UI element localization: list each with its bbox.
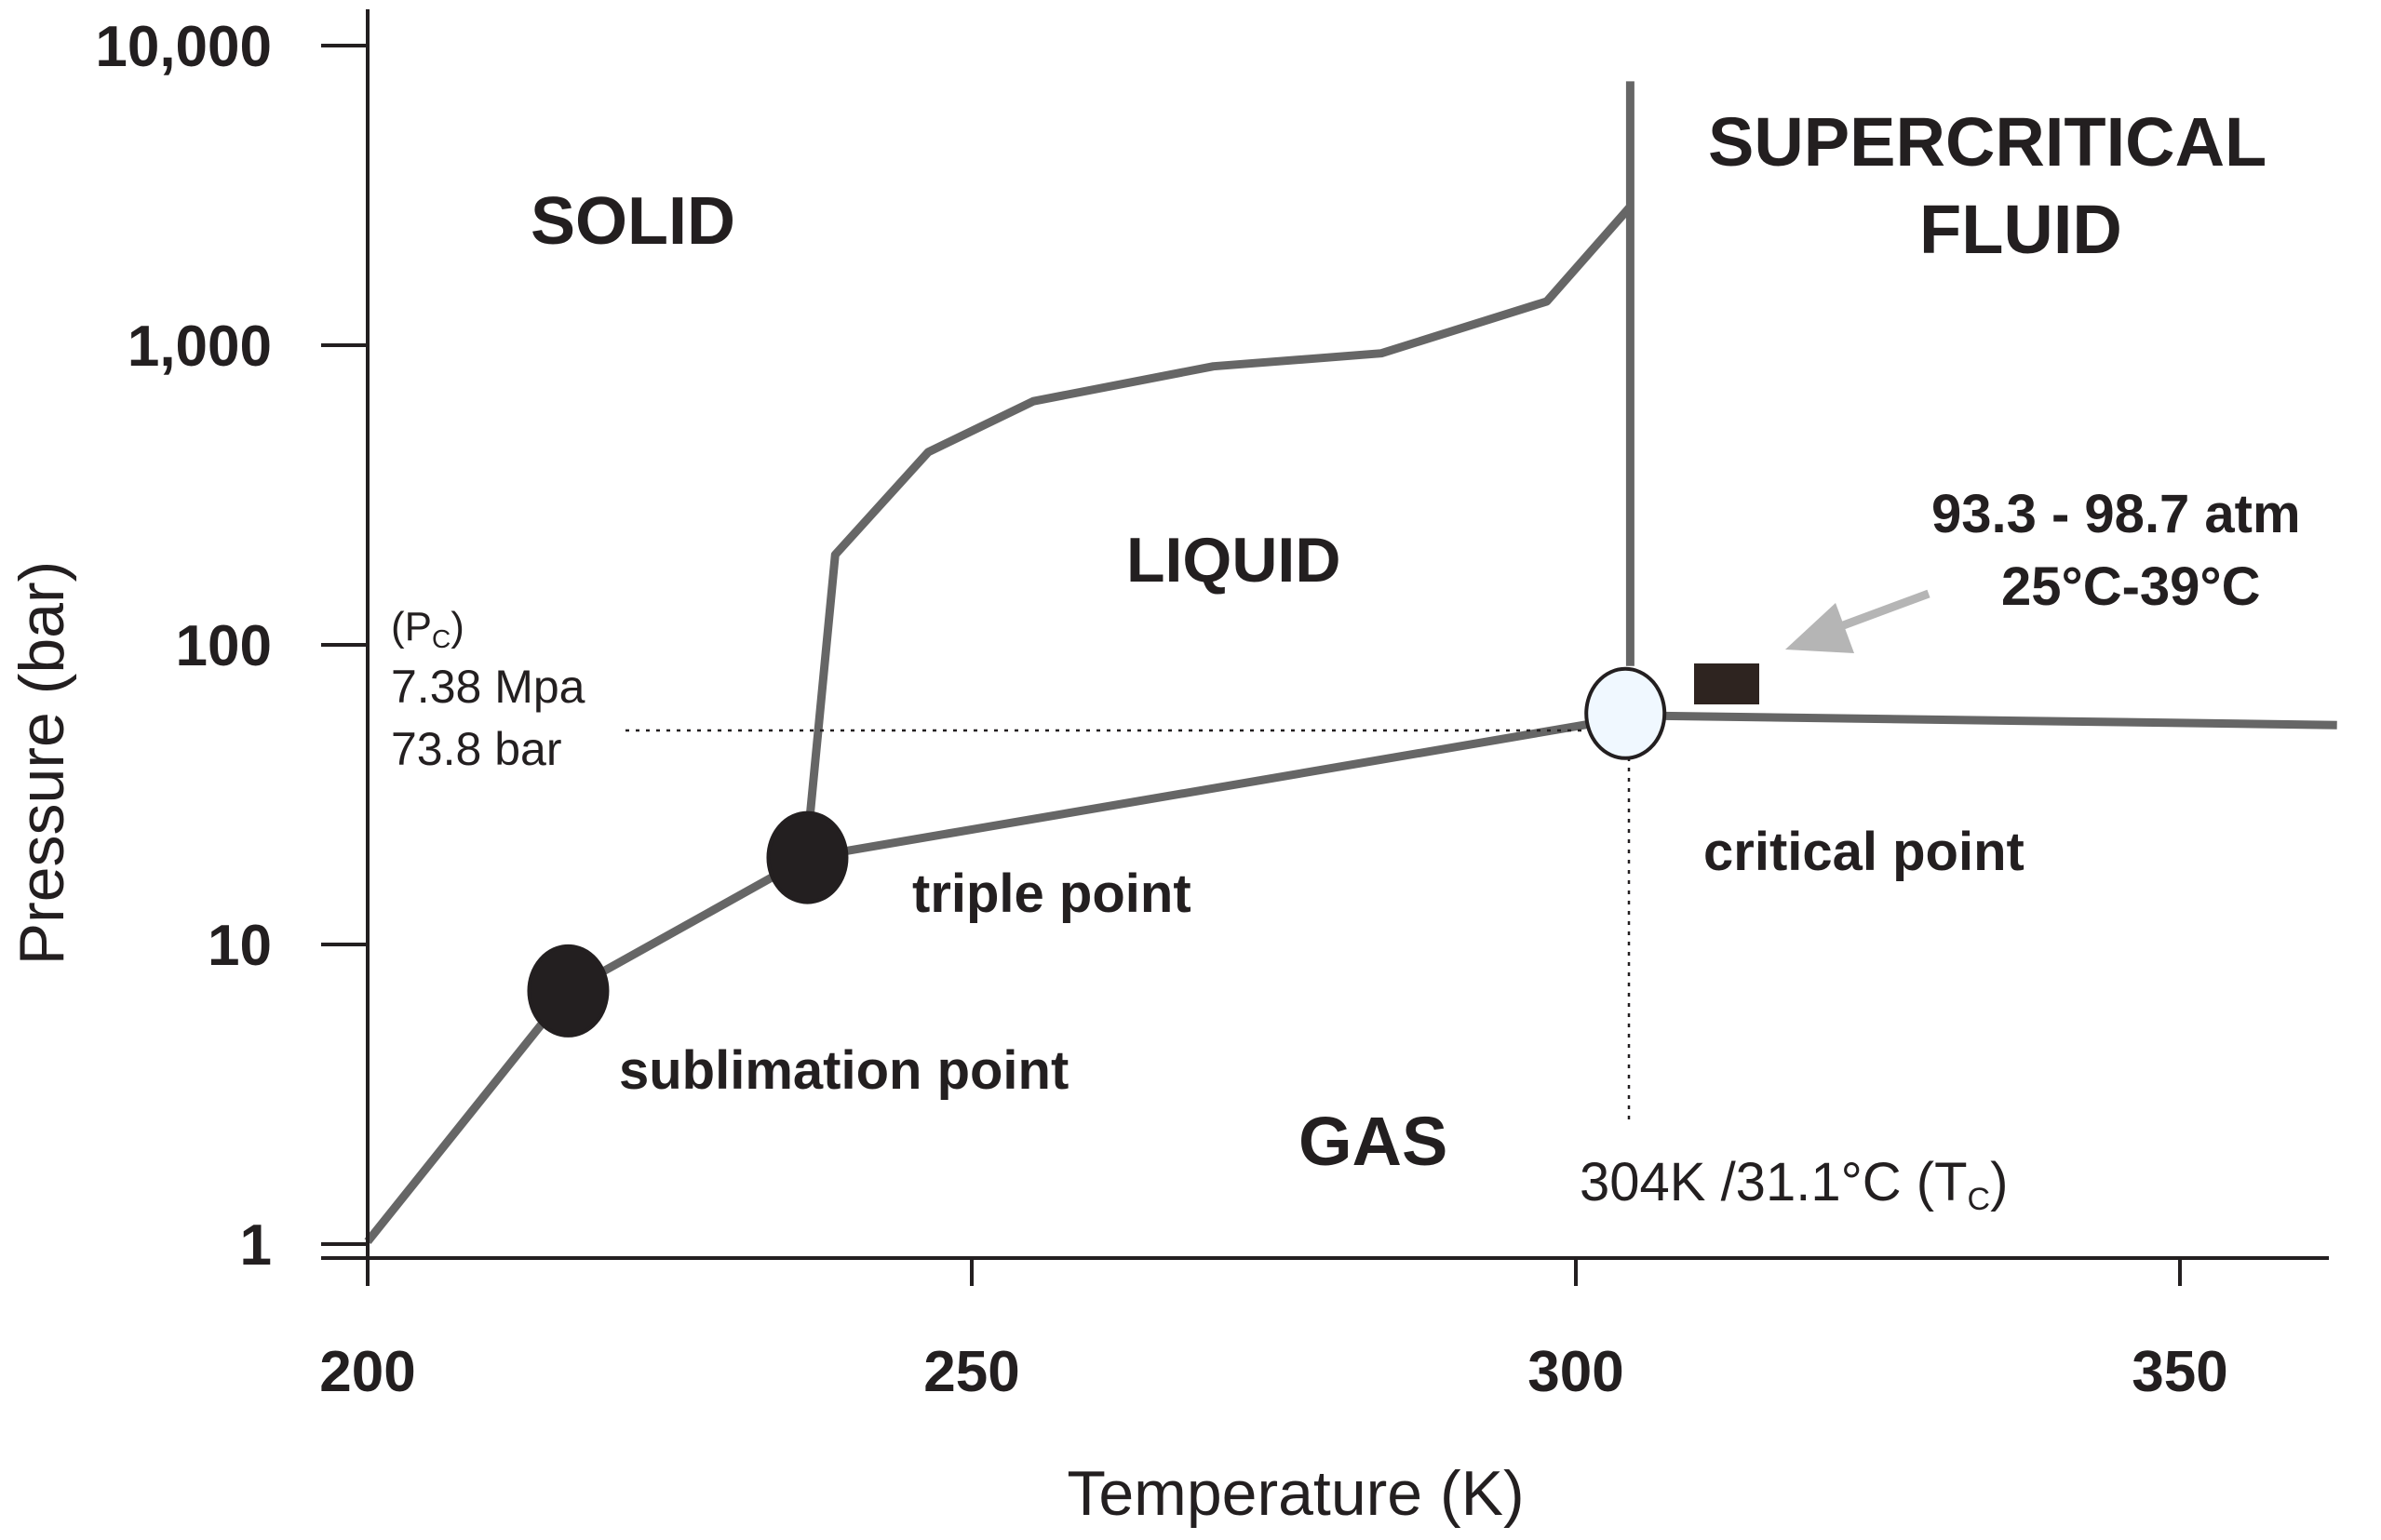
pc-subscript: C xyxy=(432,624,451,653)
y-axis-title: Pressure (bar) xyxy=(7,561,77,966)
region-label-liquid: LIQUID xyxy=(1126,525,1340,596)
y-tick-label: 10 xyxy=(208,914,272,978)
x-tick-label: 250 xyxy=(923,1340,1019,1404)
pc-annotation-label: (PC) xyxy=(391,604,464,653)
x-tick-label: 350 xyxy=(2132,1340,2227,1404)
axes xyxy=(321,9,2329,1260)
critical-point-marker xyxy=(1584,666,1667,760)
y-tick-label: 100 xyxy=(176,614,272,678)
tc-annotation: 304K /31.1°C (TC) xyxy=(1580,1152,2008,1217)
sublimation-point-marker xyxy=(527,944,610,1038)
label-triple-point: triple point xyxy=(912,864,1191,924)
supercritical-boundary xyxy=(1648,711,2337,730)
pc-annotation-bar: 73.8 bar xyxy=(391,723,561,775)
x-tick-label: 300 xyxy=(1527,1340,1623,1404)
condition-temperature-range: 25°C-39°C xyxy=(2001,556,2261,617)
label-sublimation-point: sublimation point xyxy=(619,1040,1069,1101)
region-label-supercritical: SUPERCRITICAL xyxy=(1708,103,2267,181)
pc-annotation-mpa: 7.38 Mpa xyxy=(391,661,585,713)
y-tick-label: 1,000 xyxy=(128,315,272,379)
x-axis-title: Temperature (K) xyxy=(1067,1458,1524,1529)
triple-point-marker xyxy=(766,810,849,904)
vaporization-curve xyxy=(806,714,1626,863)
tc-subscript: C xyxy=(1968,1182,1991,1217)
label-critical-point: critical point xyxy=(1703,822,2025,882)
point-layer xyxy=(527,666,1667,1038)
condition-pressure-range: 93.3 - 98.7 atm xyxy=(1931,484,2301,544)
melting-curve xyxy=(803,204,1634,843)
region-label-gas: GAS xyxy=(1298,1103,1447,1180)
x-tick-label: 200 xyxy=(319,1340,415,1404)
arrow-icon xyxy=(1785,589,1930,653)
region-label-solid: SOLID xyxy=(531,184,735,259)
region-label-fluid: FLUID xyxy=(1919,191,2122,268)
y-tick-label: 10,000 xyxy=(95,15,272,79)
condition-marker xyxy=(1694,663,1759,704)
tick-layer: 200 250 300 350 1 10 100 1,000 10,000 xyxy=(95,15,2227,1404)
y-tick-label: 1 xyxy=(240,1213,272,1278)
